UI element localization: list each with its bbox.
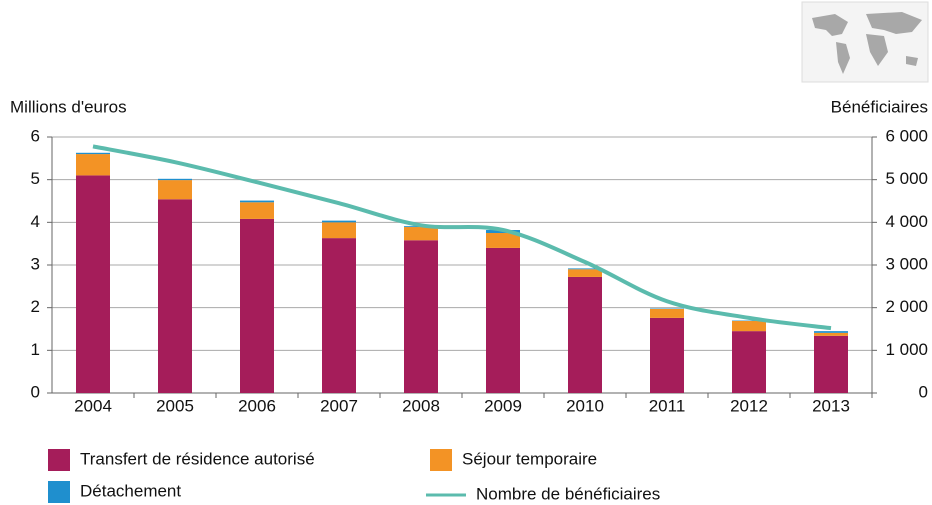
x-tick-label: 2006 [238, 396, 276, 415]
x-tick-label: 2010 [566, 396, 604, 415]
y2-tick-label: 3 000 [885, 254, 928, 273]
bar-segment [158, 178, 192, 181]
bar-segment [650, 308, 684, 318]
bar-segment [240, 202, 274, 219]
y2-tick-label: 2 000 [885, 297, 928, 316]
bar-segment [732, 331, 766, 393]
bar-segment [76, 175, 110, 393]
bar-segment [76, 154, 110, 176]
bar-segment [568, 268, 602, 270]
legend-label: Transfert de résidence autorisé [80, 449, 315, 468]
y2-axis-label: Bénéficiaires [831, 97, 928, 116]
bar-segment [322, 220, 356, 223]
legend-label: Nombre de bénéficiaires [476, 484, 660, 503]
bar-segment [240, 200, 274, 203]
bar-segment [814, 331, 848, 333]
x-tick-label: 2005 [156, 396, 194, 415]
x-tick-label: 2013 [812, 396, 850, 415]
y-axis-label: Millions d'euros [10, 97, 127, 116]
x-tick-label: 2007 [320, 396, 358, 415]
y-tick-label: 5 [31, 169, 40, 188]
bar-segment [568, 269, 602, 277]
bar-segment [240, 218, 274, 393]
y2-tick-label: 4 000 [885, 212, 928, 231]
bar-segment [322, 222, 356, 239]
y-tick-label: 1 [31, 340, 40, 359]
legend-swatch [48, 481, 70, 503]
legend-label: Séjour temporaire [462, 449, 597, 468]
bar-segment [568, 276, 602, 393]
y2-tick-label: 6 000 [885, 126, 928, 145]
line [92, 144, 832, 331]
bar-segment [404, 240, 438, 393]
x-tick-label: 2008 [402, 396, 440, 415]
bar-segment [814, 332, 848, 336]
bar-segment [404, 227, 438, 241]
x-tick-label: 2009 [484, 396, 522, 415]
x-tick-label: 2012 [730, 396, 768, 415]
bar-segment [322, 238, 356, 393]
bar-segment [486, 247, 520, 393]
bar-segment [814, 335, 848, 393]
y2-tick-label: 5 000 [885, 169, 928, 188]
y-tick-label: 3 [31, 254, 40, 273]
legend-label: Détachement [80, 481, 181, 500]
bar-segment [158, 180, 192, 200]
x-tick-label: 2004 [74, 396, 112, 415]
y2-tick-label: 0 [919, 382, 928, 401]
y-tick-label: 2 [31, 297, 40, 316]
bar-segment [732, 320, 766, 332]
y-tick-label: 6 [31, 126, 40, 145]
y-tick-label: 4 [31, 212, 40, 231]
bar-segment [486, 233, 520, 248]
y-tick-label: 0 [31, 382, 40, 401]
y2-tick-label: 1 000 [885, 340, 928, 359]
bar-segment [76, 152, 110, 155]
bar-segment [158, 199, 192, 393]
legend-swatch [430, 449, 452, 471]
legend-swatch [48, 449, 70, 471]
bar-segment [650, 317, 684, 393]
world-map-thumbnail [801, 1, 929, 83]
x-tick-label: 2011 [649, 396, 686, 415]
